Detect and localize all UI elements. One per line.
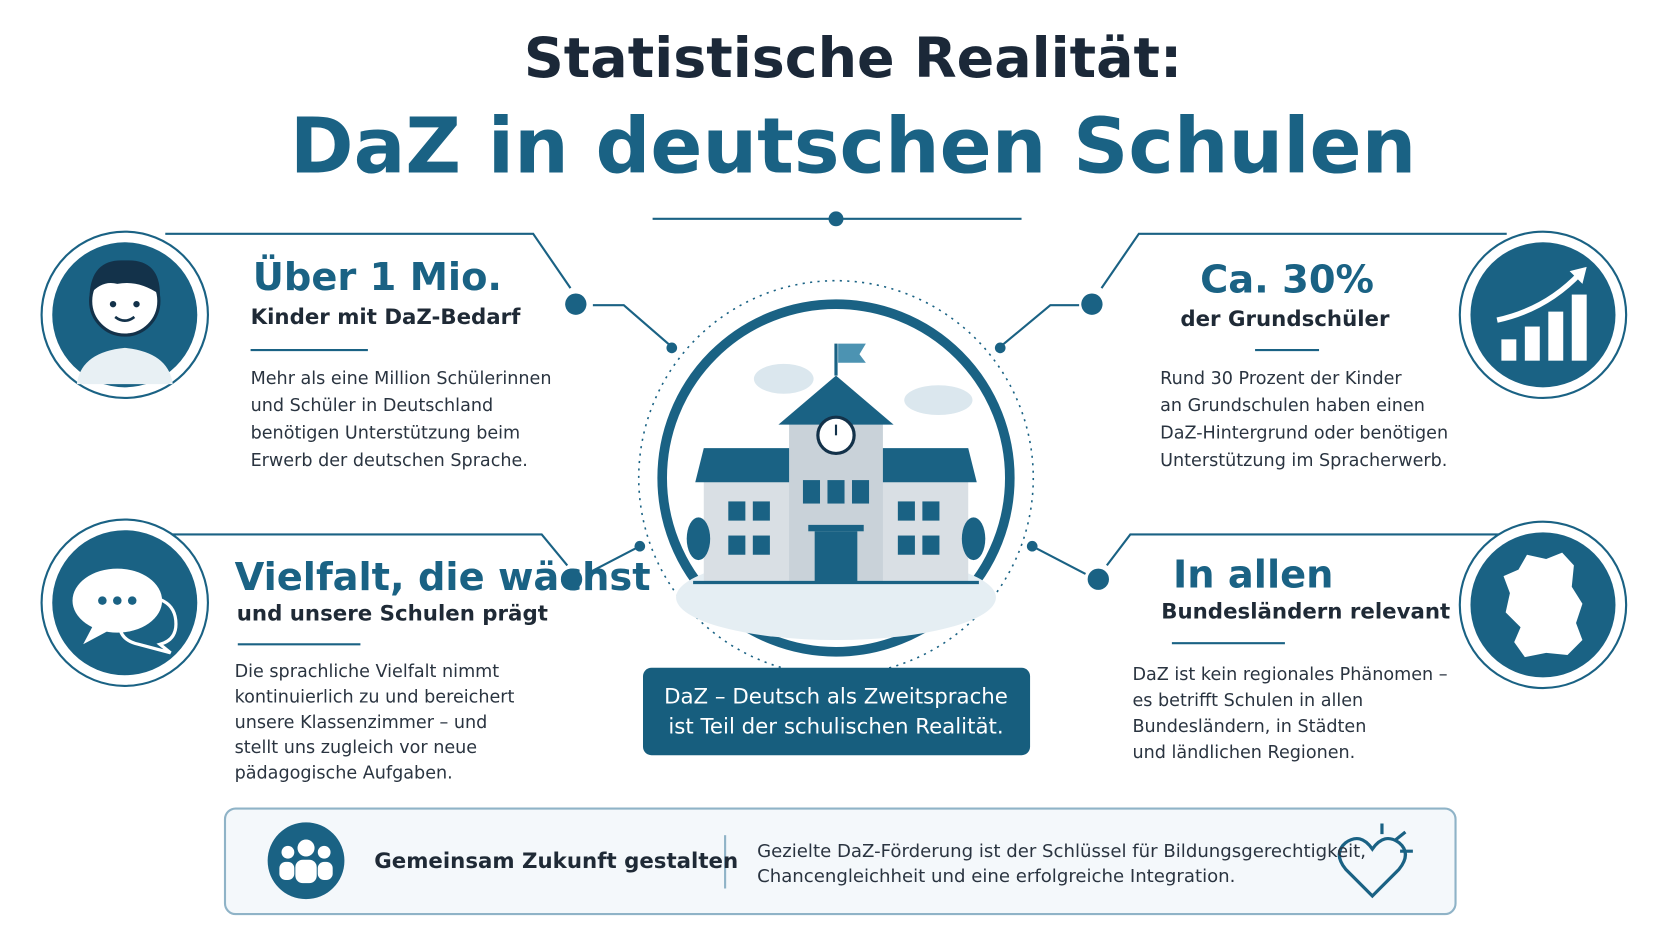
- center-illustration: [637, 279, 1035, 677]
- fact-body: DaZ-Hintergrund oder benötigen: [1160, 424, 1448, 444]
- connectors: [165, 232, 1507, 575]
- title: Statistische Realität:: [524, 27, 1182, 91]
- fact-subline: und unsere Schulen prägt: [237, 601, 548, 626]
- fact-body: Mehr als eine Million Schülerinnen: [251, 369, 552, 389]
- fact-body: Bundesländern, in Städten: [1132, 717, 1366, 737]
- footer-title: Gemeinsam Zukunft gestalten: [374, 849, 738, 874]
- fact-subline: der Grundschüler: [1180, 307, 1390, 332]
- fact-subline: Bundesländern relevant: [1161, 599, 1450, 624]
- fact-body: benötigen Unterstützung beim: [251, 424, 521, 444]
- fact-body: DaZ ist kein regionales Phänomen –: [1132, 665, 1447, 685]
- fact-body: kontinuierlich zu und bereichert: [235, 687, 515, 707]
- icon-chart: [1458, 230, 1628, 400]
- fact-headline: Vielfalt, die wächst: [235, 555, 651, 600]
- fact-body: Erwerb der deutschen Sprache.: [251, 451, 528, 471]
- icon-speech: [40, 518, 209, 687]
- caption: DaZ – Deutsch als Zweitsprache: [664, 685, 1008, 710]
- caption-box: [642, 667, 1031, 756]
- caption: ist Teil der schulischen Realität.: [668, 714, 1003, 739]
- fact-body: unsere Klassenzimmer – und: [235, 713, 488, 733]
- title: DaZ in deutschen Schulen: [290, 103, 1416, 192]
- fact-body: es betrifft Schulen in allen: [1132, 691, 1363, 711]
- divider: [652, 211, 1022, 227]
- fact-body: Die sprachliche Vielfalt nimmt: [235, 662, 500, 682]
- connector-dots: [560, 293, 1109, 590]
- fact-body: Rund 30 Prozent der Kinder: [1160, 369, 1402, 389]
- fact-subline: Kinder mit DaZ-Bedarf: [251, 305, 522, 330]
- footer-text: Gezielte DaZ-Förderung ist der Schlüssel…: [757, 841, 1366, 862]
- fact-headline: Über 1 Mio.: [253, 253, 502, 300]
- fact-body: stellt uns zugleich vor neue: [235, 738, 478, 758]
- fact-body: und ländlichen Regionen.: [1132, 743, 1355, 763]
- icon-child: [40, 230, 209, 400]
- fact-body: an Grundschulen haben einen: [1160, 396, 1425, 416]
- fact-headline: Ca. 30%: [1200, 257, 1374, 302]
- fact-body: und Schüler in Deutschland: [251, 396, 494, 416]
- icon-germany: [1458, 520, 1628, 690]
- fact-headline: In allen: [1173, 553, 1334, 598]
- fact-body: pädagogische Aufgaben.: [235, 764, 453, 784]
- fact-body: Unterstützung im Spracherwerb.: [1160, 451, 1447, 471]
- footer-text: Chancengleichheit und eine erfolgreiche …: [757, 866, 1235, 887]
- footer: [223, 807, 1457, 916]
